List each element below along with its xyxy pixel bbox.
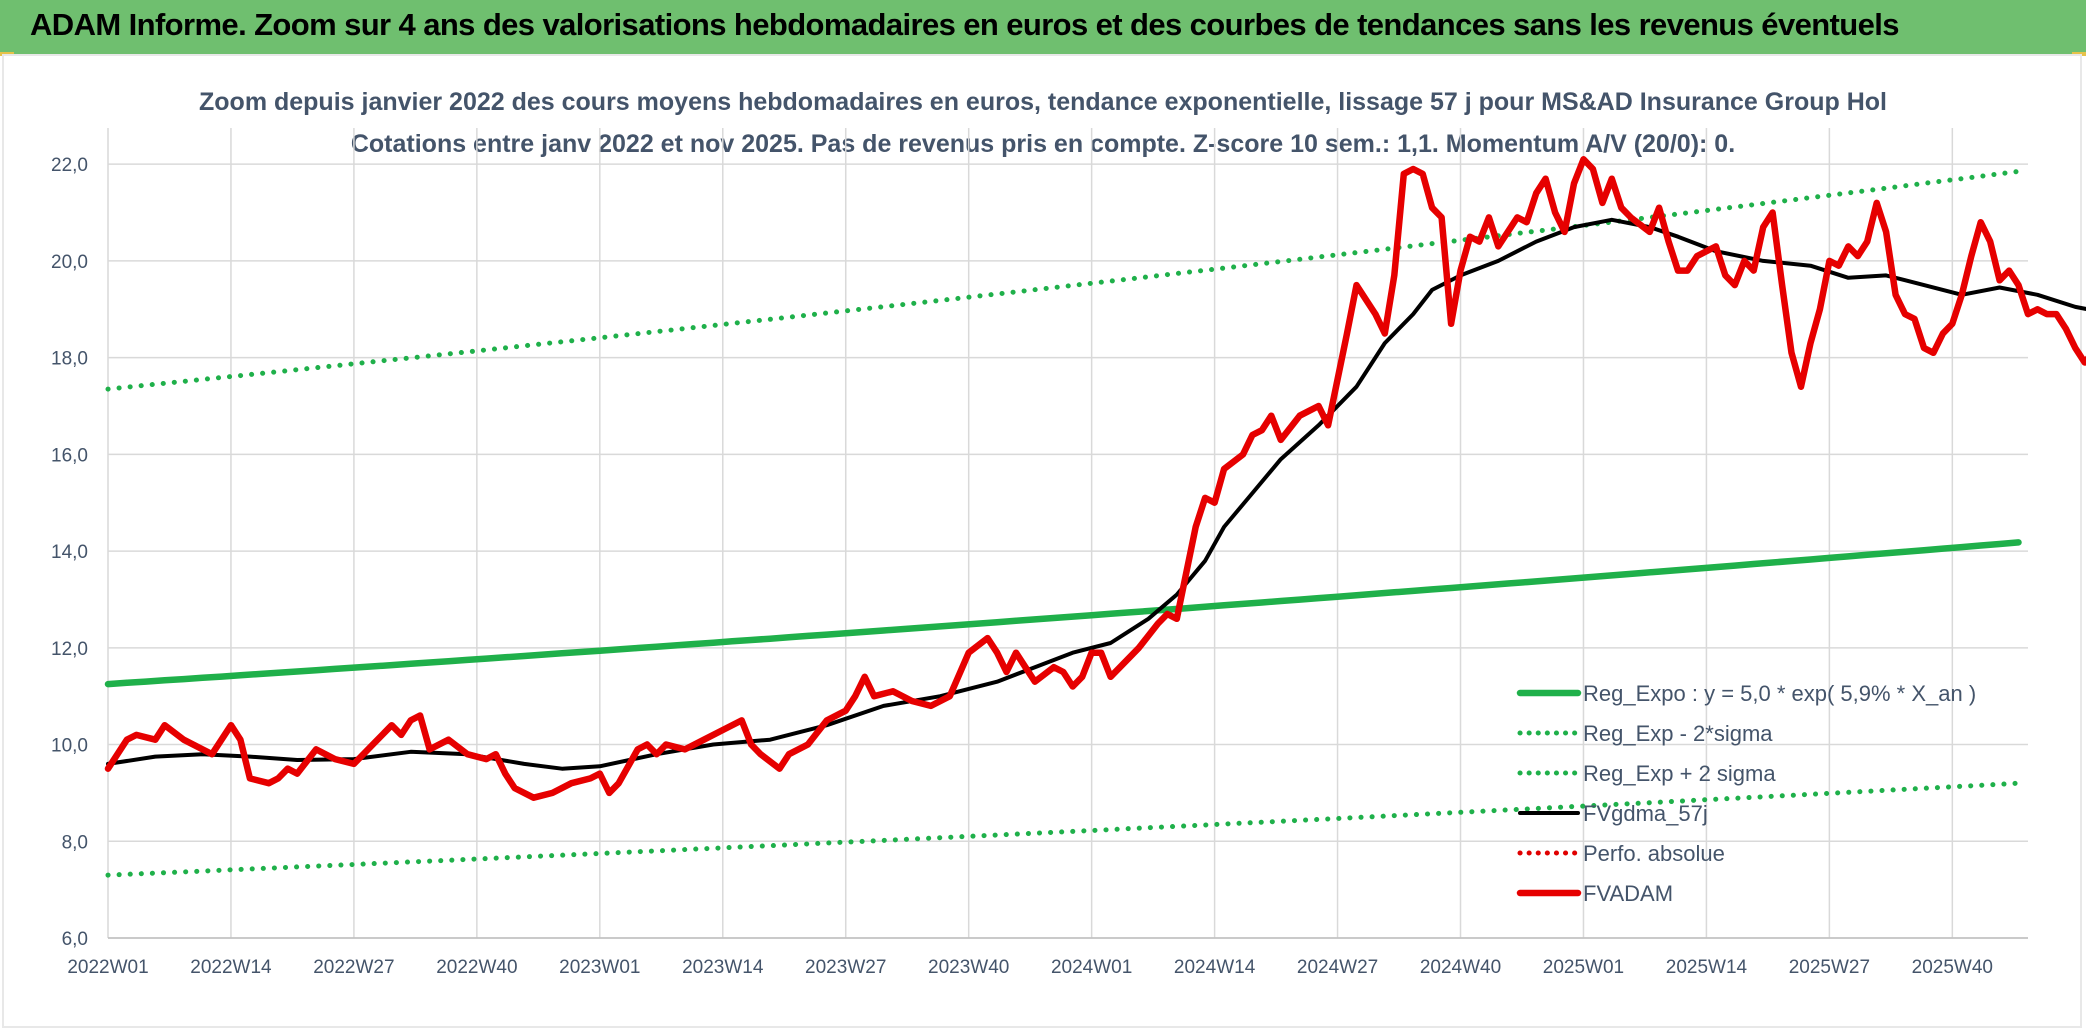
y-tick-label: 8,0 — [62, 832, 88, 853]
y-tick-label: 18,0 — [51, 349, 88, 370]
x-tick-label: 2023W40 — [928, 957, 1009, 978]
x-tick-label: 2024W14 — [1174, 957, 1256, 978]
x-axis-ticks: 2022W01 2022W14 2022W27 2022W40 2023W01 2023W… — [67, 957, 1993, 978]
x-tick-label: 2025W40 — [1912, 957, 1993, 978]
y-tick-label: 10,0 — [51, 736, 88, 757]
chart-legend: Reg_Expo : y = 5,0 * exp( 5,9% * X_an ) R… — [1516, 681, 1976, 906]
y-tick-label: 16,0 — [51, 445, 88, 466]
x-tick-label: 2024W27 — [1297, 957, 1378, 978]
x-tick-label: 2024W01 — [1051, 957, 1132, 978]
x-tick-label: 2024W40 — [1420, 957, 1501, 978]
x-tick-label: 2022W40 — [436, 957, 517, 978]
chart-frame — [2, 54, 2082, 1028]
y-tick-label: 6,0 — [62, 929, 88, 950]
x-tick-label: 2022W27 — [313, 957, 394, 978]
x-tick-label: 2022W14 — [190, 957, 272, 978]
legend-label: Reg_Exp - 2*sigma — [1583, 721, 1773, 746]
y-tick-label: 20,0 — [51, 252, 88, 273]
legend-label: FVgdma_57j — [1583, 801, 1708, 826]
chart-subtitle: Cotations entre janv 2022 et nov 2025. P… — [351, 130, 1735, 158]
y-axis-ticks: 6,0 8,0 10,0 12,0 14,0 16,0 18,0 20,0 22,0 — [51, 155, 88, 950]
y-tick-label: 14,0 — [51, 542, 88, 563]
legend-label: Perfo. absolue — [1583, 841, 1725, 866]
x-tick-label: 2025W01 — [1543, 957, 1624, 978]
legend-label: Reg_Exp + 2 sigma — [1583, 761, 1776, 786]
y-tick-label: 12,0 — [51, 639, 88, 660]
report-title: ADAM Informe. Zoom sur 4 ans des valoris… — [30, 7, 1900, 42]
smoothing-line — [106, 217, 2086, 771]
lower-band-line — [105, 780, 2021, 878]
x-tick-label: 2025W14 — [1666, 957, 1748, 978]
report-banner — [0, 0, 2086, 54]
regression-line — [104, 539, 2022, 688]
x-tick-label: 2023W14 — [682, 957, 764, 978]
upper-band-line — [105, 168, 2021, 392]
chart-grid — [107, 128, 2028, 939]
x-tick-label: 2025W27 — [1789, 957, 1870, 978]
chart-title: Zoom depuis janvier 2022 des cours moyen… — [199, 88, 1887, 116]
y-tick-label: 22,0 — [51, 155, 88, 176]
legend-label: Reg_Expo : y = 5,0 * exp( 5,9% * X_an ) — [1583, 681, 1976, 706]
legend-label: FVADAM — [1583, 881, 1673, 906]
x-tick-label: 2023W27 — [805, 957, 886, 978]
chart-series — [104, 156, 2086, 878]
x-tick-label: 2023W01 — [559, 957, 640, 978]
fvadam-line — [104, 156, 2086, 801]
x-tick-label: 2022W01 — [67, 957, 148, 978]
